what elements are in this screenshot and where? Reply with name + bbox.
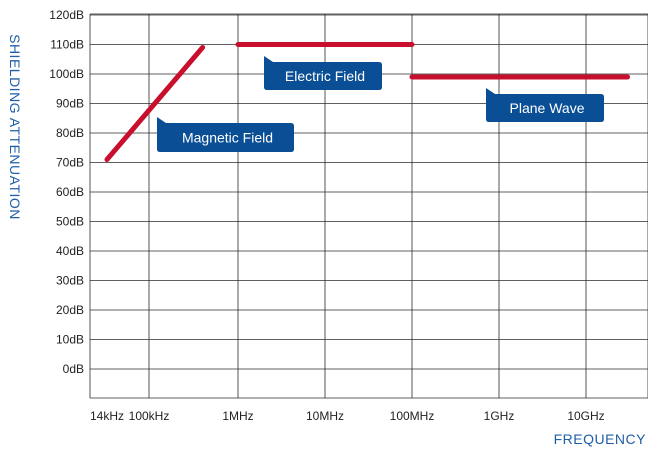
y-tick-label: 100dB (49, 67, 84, 81)
y-axis-title: SHIELDING ATTENUATION (7, 34, 23, 220)
x-tick-label: 100kHz (129, 409, 170, 423)
series-callouts: Magnetic Field Electric Field Plane Wave (157, 56, 604, 152)
x-tick-label: 10MHz (306, 409, 344, 423)
series-lines (104, 42, 631, 163)
y-tick-label: 80dB (56, 126, 84, 140)
magnetic-field-line (104, 44, 206, 163)
y-tick-label: 0dB (63, 362, 84, 376)
electric-field-callout-label: Electric Field (285, 68, 365, 84)
x-tick-label: 100MHz (390, 409, 435, 423)
y-tick-label: 40dB (56, 244, 84, 258)
x-tick-label: 1GHz (484, 409, 515, 423)
x-tick-label: 14kHz (90, 409, 124, 423)
plane-wave-callout (486, 88, 604, 122)
y-tick-label: 90dB (56, 97, 84, 111)
y-tick-label: 120dB (49, 8, 84, 22)
y-tick-label: 60dB (56, 185, 84, 199)
y-tick-label: 10dB (56, 333, 84, 347)
electric-field-callout (264, 56, 382, 90)
plane-wave-callout-label: Plane Wave (510, 100, 585, 116)
x-tick-label: 10GHz (567, 409, 604, 423)
y-tick-label: 110dB (50, 38, 84, 52)
y-tick-label: 50dB (56, 215, 84, 229)
tick-labels: 0dB 10dB 20dB 30dB 40dB 50dB 60dB 70dB 80dB 90dB 1… (49, 8, 604, 423)
x-axis-title: FREQUENCY (554, 431, 647, 447)
y-tick-label: 70dB (56, 156, 84, 170)
magnetic-field-callout (157, 117, 294, 152)
x-tick-label: 1MHz (222, 409, 253, 423)
y-tick-label: 30dB (56, 274, 84, 288)
y-tick-label: 20dB (56, 303, 84, 317)
magnetic-field-callout-label: Magnetic Field (182, 130, 273, 146)
